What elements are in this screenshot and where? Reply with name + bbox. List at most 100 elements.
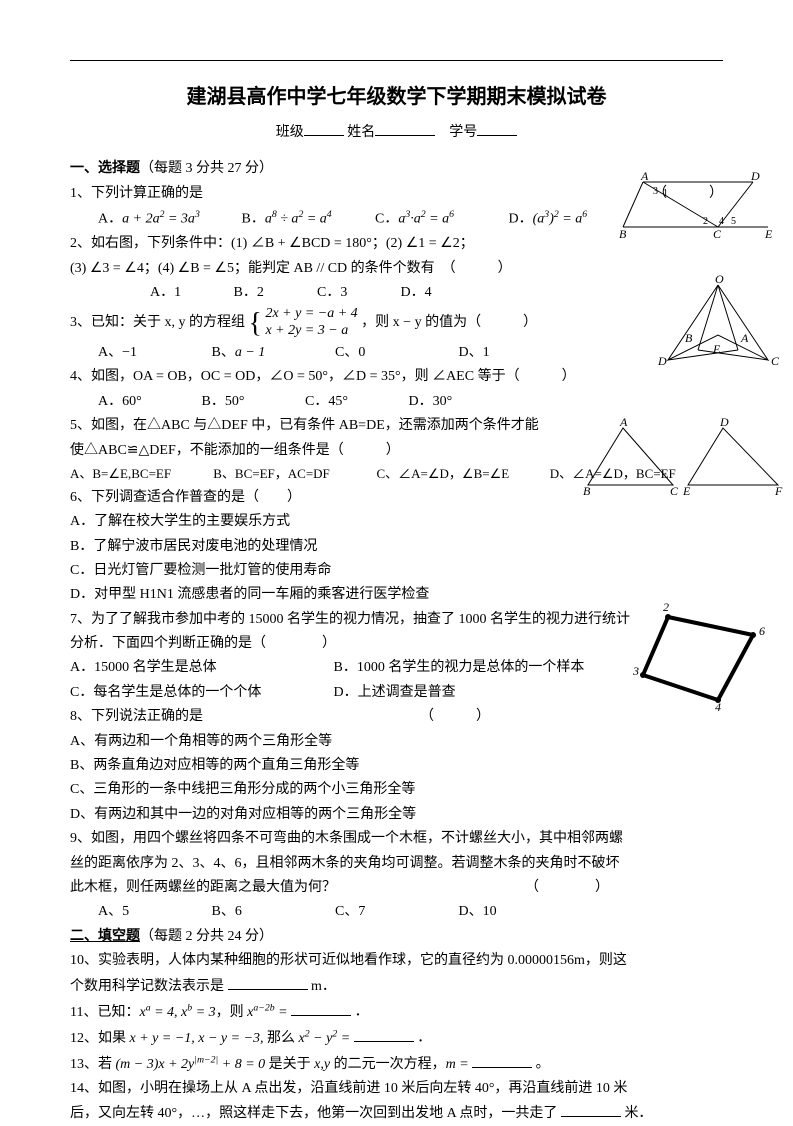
q7-stem1: 7、为了了解我市参加中考的 15000 名学生的视力情况，抽查了 1000 名学… — [70, 609, 723, 631]
svg-text:E: E — [712, 342, 721, 356]
q1-text: 1、下列计算正确的是 — [70, 186, 203, 201]
q14-post: 米． — [624, 1106, 652, 1121]
name-blank[interactable] — [375, 121, 435, 136]
q2-stem2: (3) ∠3 = ∠4；(4) ∠B = ∠5；能判定 AB // CD 的条件… — [70, 258, 723, 280]
q6-D: D．对甲型 H1N1 流感患者的同一车厢的乘客进行医学检查 — [70, 584, 723, 606]
q14-pre: 后，又向左转 40°，…，照这样走下去，他第一次回到出发地 A 点时，一共走了 — [70, 1106, 557, 1121]
sec2-points: （每题 2 分共 24 分） — [140, 929, 273, 944]
q4-stem: 4、如图，OA = OB，OC = OD，∠O = 50°，∠D = 35°，则… — [70, 366, 723, 388]
q9-options: A、5 B、6 C、7 D、10 — [70, 901, 723, 923]
q14-blank[interactable] — [561, 1102, 621, 1117]
q2-stem1: 2、如右图，下列条件中：(1) ∠B + ∠BCD = 180°；(2) ∠1 … — [70, 233, 723, 255]
q13-post: 。 — [536, 1057, 550, 1072]
q11-blank[interactable] — [291, 1001, 351, 1016]
q7-D: D．上述调查是普查 — [334, 685, 456, 700]
q3-A: A、−1 — [98, 342, 208, 364]
svg-text:D: D — [750, 169, 760, 183]
sec1-title: 一、选择题 — [70, 161, 140, 176]
q2-figure: A D B C E 3 1 2 4 5 — [623, 172, 783, 242]
q7-C: C．每名学生是总体的一个个体 — [70, 682, 330, 704]
svg-text:6: 6 — [759, 624, 765, 638]
q6-stem: 6、下列调查适合作普查的是（ ） — [70, 487, 723, 509]
q9-A: A、5 — [98, 901, 208, 923]
svg-text:1: 1 — [663, 188, 668, 199]
q8-figure: 2 6 4 3 — [633, 605, 773, 710]
q3-C: C、0 — [335, 342, 455, 364]
q3-brace: { — [249, 311, 262, 336]
svg-text:C: C — [771, 354, 780, 368]
exam-title: 建湖县高作中学七年级数学下学期期末模拟试卷 — [70, 81, 723, 113]
q12-post: ． — [417, 1031, 431, 1046]
q8-D: D、有两边和其中一边的对角对应相等的两个三角形全等 — [70, 804, 723, 826]
q3-system: 2x + y = −a + 4 x + 2y = 3 − a — [265, 306, 357, 340]
q11-post: ． — [355, 1005, 369, 1020]
id-label: 学号 — [449, 125, 477, 140]
q4-C: C．45° — [305, 391, 405, 413]
svg-text:B: B — [685, 331, 693, 345]
q2-options: A．1 B．2 C．3 D．4 — [70, 282, 723, 304]
q9-D: D、10 — [459, 901, 497, 923]
q11: 11、已知：xa = 4, xb = 3，则 xa−2b = ． — [70, 1000, 723, 1024]
q2-C: C．3 — [317, 282, 397, 304]
q14-stem1: 14、如图，小明在操场上从 A 点出发，沿直线前进 10 米后向左转 40°，再… — [70, 1078, 723, 1100]
sec2-title: 二、填空题 — [70, 929, 140, 944]
q7-row1: A．15000 名学生是总体 B．1000 名学生的视力是总体的一个样本 — [70, 657, 723, 679]
svg-text:A: A — [640, 169, 649, 183]
q4-D: D．30° — [409, 391, 453, 413]
q10-post: m． — [311, 979, 336, 994]
q3-B: B、a − 1 — [212, 342, 332, 364]
svg-text:O: O — [715, 272, 724, 286]
q4-A: A．60° — [98, 391, 198, 413]
q8-stem: 8、下列说法正确的是 （ ） — [70, 706, 723, 728]
q12-pre: 12、如果 x + y = −1, x − y = −3, 那么 x2 − y2… — [70, 1031, 354, 1046]
q5-B: B、BC=EF，AC=DF — [213, 464, 373, 485]
q3-D: D、1 — [459, 342, 490, 364]
q4-figure: O A B C D E — [653, 280, 783, 375]
q3-stem: 3、已知：关于 x, y 的方程组 { 2x + y = −a + 4 x + … — [70, 306, 723, 340]
student-info-line: 班级 姓名 学号 — [70, 121, 723, 144]
q5-A: A、B=∠E,BC=EF — [70, 464, 210, 485]
section2-heading: 二、填空题（每题 2 分共 24 分） — [70, 926, 723, 948]
svg-text:5: 5 — [731, 216, 736, 227]
q12-blank[interactable] — [354, 1027, 414, 1042]
svg-text:E: E — [764, 227, 773, 241]
q13-pre: 13、若 (m − 3)x + 2y|m−2| + 8 = 0 是关于 x,y … — [70, 1057, 472, 1072]
svg-text:4: 4 — [719, 216, 724, 227]
q13: 13、若 (m − 3)x + 2y|m−2| + 8 = 0 是关于 x,y … — [70, 1052, 723, 1076]
svg-text:A: A — [740, 331, 749, 345]
svg-text:2: 2 — [703, 216, 708, 227]
class-blank[interactable] — [304, 121, 344, 136]
q7-B: B．1000 名学生的视力是总体的一个样本 — [334, 660, 585, 675]
svg-text:2: 2 — [663, 600, 669, 614]
q4-B: B．50° — [202, 391, 302, 413]
q14-stem2: 后，又向左转 40°，…，照这样走下去，他第一次回到出发地 A 点时，一共走了 … — [70, 1102, 723, 1125]
q10-stem2: 个数用科学记数法表示是 m． — [70, 975, 723, 998]
q10-stem1: 10、实验表明，人体内某种细胞的形状可近似地看作球，它的直径约为 0.00000… — [70, 950, 723, 972]
q9-stem1: 9、如图，用四个螺丝将四条不可弯曲的木条围成一个木框，不计螺丝大小，其中相邻两螺 — [70, 828, 723, 850]
q6-C: C．日光灯管厂要检测一批灯管的使用寿命 — [70, 560, 723, 582]
q2-D: D．4 — [401, 282, 432, 304]
name-label: 姓名 — [347, 125, 375, 140]
q1-D: D．(a3)2 = a6 — [509, 207, 588, 231]
q8-B: B、两条直角边对应相等的两个直角三角形全等 — [70, 755, 723, 777]
q2-B: B．2 — [234, 282, 314, 304]
q10-blank[interactable] — [228, 975, 308, 990]
q8-A: A、有两边和一个角相等的两个三角形全等 — [70, 731, 723, 753]
q4-options: A．60° B．50° C．45° D．30° — [70, 391, 723, 413]
svg-text:F: F — [774, 484, 783, 498]
q7-A: A．15000 名学生是总体 — [70, 657, 330, 679]
q3-options: A、−1 B、a − 1 C、0 D、1 — [70, 342, 723, 364]
q10-pre: 个数用科学记数法表示是 — [70, 979, 224, 994]
q9-B: B、6 — [212, 901, 332, 923]
q1-B: B．a8 ÷ a2 = a4 — [242, 207, 372, 231]
q7-stem2: 分析．下面四个判断正确的是（ ） — [70, 633, 723, 655]
q9-stem3: 此木框，则任两螺丝的距离之最大值为何？ （ ） — [70, 877, 723, 899]
q5-C: C、∠A=∠D，∠B=∠E — [377, 464, 547, 485]
q3-post: ，则 x − y 的值为（ ） — [361, 315, 537, 330]
q11-pre: 11、已知：xa = 4, xb = 3，则 xa−2b = — [70, 1005, 291, 1020]
q12: 12、如果 x + y = −1, x − y = −3, 那么 x2 − y2… — [70, 1026, 723, 1050]
q13-blank[interactable] — [472, 1053, 532, 1068]
q9-stem2: 丝的距离依序为 2、3、4、6，且相邻两木条的夹角均可调整。若调整木条的夹角时不… — [70, 853, 723, 875]
class-label: 班级 — [276, 125, 304, 140]
id-blank[interactable] — [477, 121, 517, 136]
